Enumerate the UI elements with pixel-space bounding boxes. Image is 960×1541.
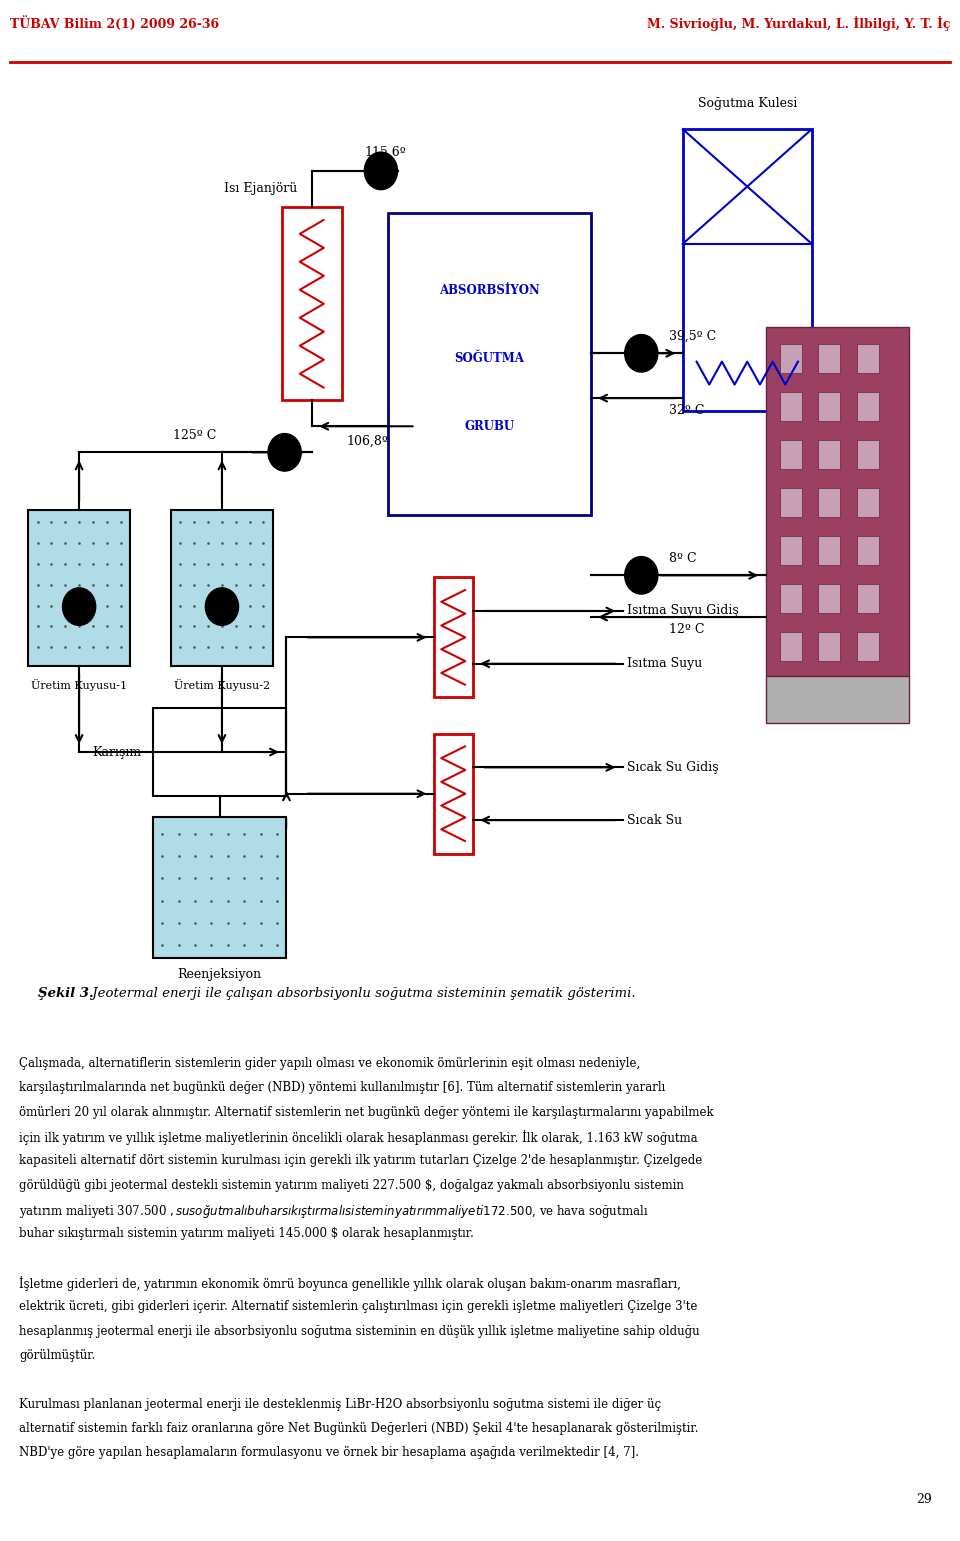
Bar (780, 439, 802, 468)
Bar (818, 536, 840, 566)
Bar (434, 578, 472, 697)
Text: M. Sivrioğlu, M. Yurdakul, L. İlbilgi, Y. T. İç: M. Sivrioğlu, M. Yurdakul, L. İlbilgi, Y… (647, 17, 950, 31)
Text: TÜBAV Bilim 2(1) 2009 26-36: TÜBAV Bilim 2(1) 2009 26-36 (10, 17, 219, 31)
Circle shape (625, 334, 658, 371)
Text: Şekil 3.: Şekil 3. (37, 986, 93, 1000)
Bar (780, 488, 802, 516)
Bar (818, 584, 840, 613)
Text: alternatif sistemin farklı faiz oranlarına göre Net Bugünkü Değerleri (NBD) Şeki: alternatif sistemin farklı faiz oranları… (19, 1422, 699, 1435)
Text: 29: 29 (916, 1493, 931, 1506)
Bar (282, 208, 342, 401)
Text: Soğutma Kulesi: Soğutma Kulesi (698, 97, 797, 111)
Bar (683, 129, 812, 410)
Text: 106,8º: 106,8º (347, 435, 388, 447)
Text: Üretim Kuyusu-2: Üretim Kuyusu-2 (174, 678, 270, 690)
Text: Isıtma Suyu: Isıtma Suyu (628, 656, 703, 670)
Text: Sıcak Su Gidiş: Sıcak Su Gidiş (628, 761, 719, 774)
Text: karşılaştırılmalarında net bugünkü değer (NBD) yöntemi kullanılmıştır [6]. Tüm a: karşılaştırılmalarında net bugünkü değer… (19, 1082, 665, 1094)
Text: Üretim Kuyusu-1: Üretim Kuyusu-1 (31, 678, 127, 690)
Text: 125º C: 125º C (173, 428, 216, 442)
Circle shape (268, 433, 301, 472)
Text: GRUBU: GRUBU (464, 419, 515, 433)
Text: 12º C: 12º C (669, 623, 705, 636)
Bar (153, 707, 286, 797)
Bar (857, 391, 879, 421)
Bar (857, 488, 879, 516)
Bar (857, 439, 879, 468)
Bar (857, 584, 879, 613)
Circle shape (62, 587, 96, 626)
Text: Isıtma Suyu Gidiş: Isıtma Suyu Gidiş (628, 604, 739, 618)
Text: Reenjeksiyon: Reenjeksiyon (178, 968, 262, 982)
Bar (780, 584, 802, 613)
Text: NBD'ye göre yapılan hesaplamaların formulasyonu ve örnek bir hesaplama aşağıda v: NBD'ye göre yapılan hesaplamaların formu… (19, 1447, 639, 1459)
Text: ABSORBSİYON: ABSORBSİYON (439, 284, 540, 297)
Bar (780, 344, 802, 373)
Text: Kurulması planlanan jeotermal enerji ile desteklenmiş LiBr-H2O absorbsiyonlu soğ: Kurulması planlanan jeotermal enerji ile… (19, 1398, 661, 1410)
Text: ömürleri 20 yıl olarak alınmıştır. Alternatif sistemlerin net bugünkü değer yönt: ömürleri 20 yıl olarak alınmıştır. Alter… (19, 1106, 714, 1119)
Text: yatırım maliyeti 307.500 $, su soğutmalı buhar sıkıştırmalı sistemin yatırım mal: yatırım maliyeti 307.500 $, su soğutmalı… (19, 1204, 649, 1220)
Text: Isı Ejanjörü: Isı Ejanjörü (225, 182, 298, 194)
Text: Jeotermal enerji ile çalışan absorbsiyonlu soğutma sisteminin şematik gösterimi.: Jeotermal enerji ile çalışan absorbsiyon… (88, 986, 636, 1000)
Bar (818, 344, 840, 373)
Text: Sıcak Su: Sıcak Su (628, 814, 683, 826)
Text: İşletme giderleri de, yatırımın ekonomik ömrü boyunca genellikle yıllık olarak o: İşletme giderleri de, yatırımın ekonomik… (19, 1276, 681, 1291)
Bar (857, 536, 879, 566)
Bar (434, 734, 472, 854)
Bar (766, 327, 908, 676)
Bar (29, 510, 130, 666)
Text: görüldüğü gibi jeotermal destekli sistemin yatırım maliyeti 227.500 $, doğalgaz : görüldüğü gibi jeotermal destekli sistem… (19, 1179, 684, 1191)
Circle shape (205, 587, 238, 626)
Bar (388, 213, 590, 515)
Bar (857, 344, 879, 373)
Text: için ilk yatırım ve yıllık işletme maliyetlerinin öncelikli olarak hesaplanması : için ilk yatırım ve yıllık işletme maliy… (19, 1130, 698, 1145)
Text: 32º C: 32º C (669, 404, 705, 418)
Text: buhar sıkıştırmalı sistemin yatırım maliyeti 145.000 $ olarak hesaplanmıştır.: buhar sıkıştırmalı sistemin yatırım mali… (19, 1228, 474, 1241)
Text: kapasiteli alternatif dört sistemin kurulması için gerekli ilk yatırım tutarları: kapasiteli alternatif dört sistemin kuru… (19, 1154, 703, 1168)
Circle shape (625, 556, 658, 595)
Text: hesaplanmış jeotermal enerji ile absorbsiyonlu soğutma sisteminin en düşük yıllı: hesaplanmış jeotermal enerji ile absorbs… (19, 1325, 700, 1338)
Text: Karışım: Karışım (93, 746, 142, 758)
Text: 39,5º C: 39,5º C (669, 330, 716, 344)
Bar (153, 817, 286, 959)
Bar (153, 817, 286, 828)
Bar (766, 676, 908, 723)
Bar (818, 488, 840, 516)
Text: SOĞUTMA: SOĞUTMA (454, 351, 524, 365)
Text: görülmüştür.: görülmüştür. (19, 1348, 96, 1362)
Text: 8º C: 8º C (669, 552, 697, 566)
Bar (857, 632, 879, 661)
Bar (780, 391, 802, 421)
Bar (818, 439, 840, 468)
Bar (171, 510, 273, 666)
Text: elektrik ücreti, gibi giderleri içerir. Alternatif sistemlerin çalıştırılması iç: elektrik ücreti, gibi giderleri içerir. … (19, 1301, 698, 1313)
Text: 115,6º: 115,6º (365, 145, 406, 159)
Bar (818, 391, 840, 421)
Text: Çalışmada, alternatiflerin sistemlerin gider yapılı olması ve ekonomik ömürlerin: Çalışmada, alternatiflerin sistemlerin g… (19, 1057, 640, 1069)
Bar (818, 632, 840, 661)
Bar (780, 536, 802, 566)
Bar (780, 632, 802, 661)
Circle shape (365, 153, 397, 190)
